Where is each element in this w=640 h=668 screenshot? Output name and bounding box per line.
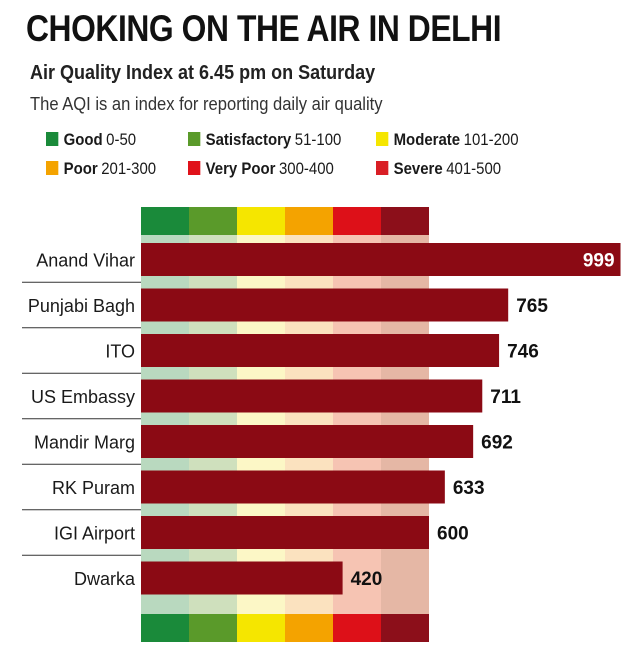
legend-good-swatch xyxy=(46,132,59,146)
legend-moderate-name: Moderate xyxy=(393,130,461,149)
legend-satisfactory-name: Satisfactory xyxy=(205,130,292,149)
legend-satisfactory-swatch xyxy=(188,132,201,146)
legend-satisfactory-range: 51-100 xyxy=(294,130,342,149)
category-label: US Embassy xyxy=(31,387,135,407)
value-label: 600 xyxy=(437,524,469,545)
scale-block-bottom-4 xyxy=(333,614,381,642)
legend-very-poor-name: Very Poor xyxy=(205,159,276,178)
bar-us-embassy xyxy=(141,379,483,413)
category-label: Anand Vihar xyxy=(36,251,135,271)
bar-igi-airport xyxy=(141,516,429,549)
legend-poor-swatch xyxy=(46,161,59,175)
legend-good-range: 0-50 xyxy=(106,130,137,149)
scale-block-top-4 xyxy=(333,207,381,235)
legend-severe: Severe 401-500 xyxy=(376,159,501,179)
value-label: 692 xyxy=(481,433,513,454)
legend-good: Good 0-50 xyxy=(46,130,136,150)
value-label: 420 xyxy=(351,569,383,590)
value-label: 746 xyxy=(507,342,539,363)
scale-block-top-5 xyxy=(381,207,429,235)
value-label: 711 xyxy=(490,387,521,408)
legend-poor-name: Poor xyxy=(63,159,98,178)
legend-moderate: Moderate 101-200 xyxy=(376,130,519,150)
legend-very-poor-swatch xyxy=(188,161,201,175)
scale-block-top-2 xyxy=(237,207,285,235)
category-label: ITO xyxy=(105,342,135,362)
value-label: 765 xyxy=(516,296,548,317)
legend-poor: Poor 201-300 xyxy=(46,159,156,179)
chart-subtitle: Air Quality Index at 6.45 pm on Saturday xyxy=(30,62,376,84)
scale-block-bottom-5 xyxy=(381,614,429,642)
category-label: Mandir Marg xyxy=(34,433,135,453)
scale-block-top-3 xyxy=(285,207,333,235)
legend-satisfactory: Satisfactory 51-100 xyxy=(188,130,341,150)
value-label: 999 xyxy=(583,251,615,272)
scale-block-bottom-2 xyxy=(237,614,285,642)
bar-punjabi-bagh xyxy=(141,288,509,322)
chart-description: The AQI is an index for reporting daily … xyxy=(30,94,383,114)
category-label: Punjabi Bagh xyxy=(28,296,135,316)
legend-good-name: Good xyxy=(63,130,103,149)
legend-moderate-swatch xyxy=(376,132,389,146)
legend-severe-swatch xyxy=(376,161,389,175)
value-label: 633 xyxy=(453,478,485,499)
bar-mandir-marg xyxy=(141,425,474,458)
bar-anand-vihar xyxy=(141,243,621,276)
chart-title: CHOKING ON THE AIR IN DELHI xyxy=(26,8,502,49)
bar-ito xyxy=(141,334,500,367)
legend-severe-range: 401-500 xyxy=(446,159,502,178)
scale-block-bottom-1 xyxy=(189,614,237,642)
scale-block-top-1 xyxy=(189,207,237,235)
category-label: IGI Airport xyxy=(54,524,135,544)
bar-dwarka xyxy=(141,561,343,595)
legend-very-poor: Very Poor 300-400 xyxy=(188,159,334,179)
scale-block-top-0 xyxy=(141,207,189,235)
bar-rk-puram xyxy=(141,470,445,504)
legend-very-poor-range: 300-400 xyxy=(278,159,334,178)
scale-block-bottom-3 xyxy=(285,614,333,642)
scale-block-bottom-0 xyxy=(141,614,189,642)
legend-poor-range: 201-300 xyxy=(101,159,157,178)
legend-severe-name: Severe xyxy=(393,159,443,178)
category-label: RK Puram xyxy=(52,478,135,498)
category-label: Dwarka xyxy=(74,569,136,589)
legend-moderate-range: 101-200 xyxy=(463,130,519,149)
